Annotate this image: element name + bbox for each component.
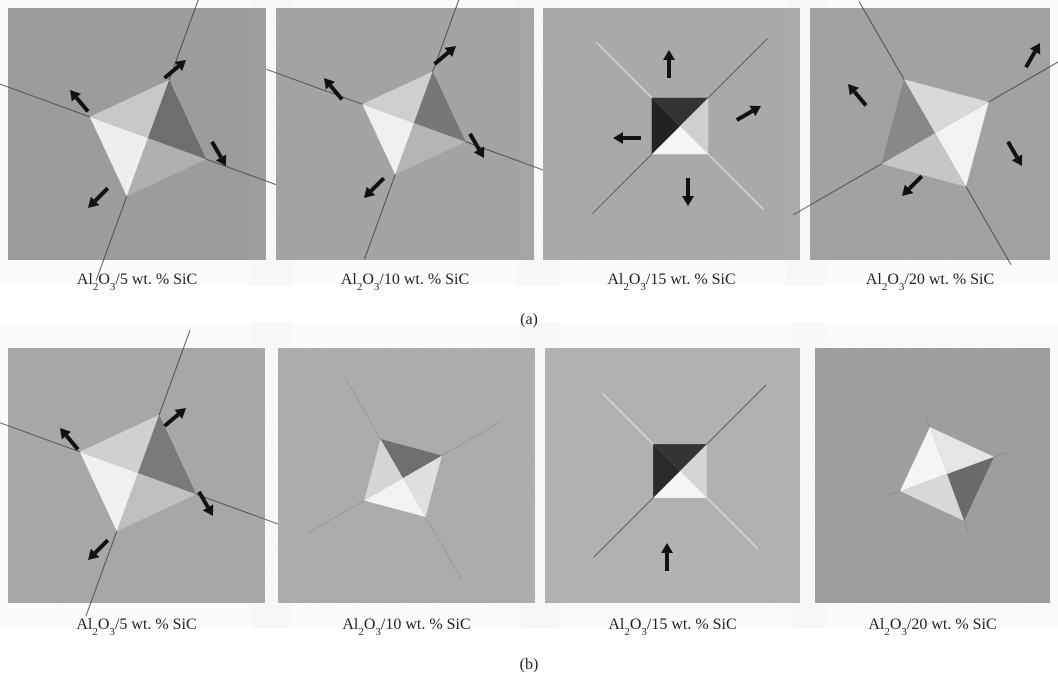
caption-part: Al <box>341 271 358 288</box>
caption: Al2O3/20 wt. % SiC <box>866 271 994 293</box>
subfigure-label: (b) <box>520 656 539 673</box>
caption-part: /15 wt. % SiC <box>646 271 736 288</box>
caption: Al2O3/10 wt. % SiC <box>342 616 470 638</box>
caption-part: /20 wt. % SiC <box>907 616 997 633</box>
caption: Al2O3/20 wt. % SiC <box>868 616 996 638</box>
subfigure-label: (a) <box>520 311 538 328</box>
caption-part: /5 wt. % SiC <box>115 616 197 633</box>
caption-part: /10 wt. % SiC <box>379 271 469 288</box>
caption: Al2O3/15 wt. % SiC <box>607 271 735 293</box>
caption-part: /5 wt. % SiC <box>115 271 197 288</box>
micrograph <box>0 0 305 281</box>
caption-part: O <box>98 271 110 288</box>
caption-part: O <box>630 616 642 633</box>
caption: Al2O3/5 wt. % SiC <box>77 271 197 293</box>
caption-part: O <box>98 616 110 633</box>
caption-part: /15 wt. % SiC <box>647 616 737 633</box>
caption-part: O <box>364 616 376 633</box>
micrograph <box>793 1 1058 264</box>
caption-part: O <box>362 271 374 288</box>
caption: Al2O3/15 wt. % SiC <box>608 616 736 638</box>
micrograph <box>545 348 800 603</box>
micrograph <box>278 348 535 603</box>
caption-part: O <box>629 271 641 288</box>
micrograph <box>543 8 800 260</box>
caption: Al2O3/10 wt. % SiC <box>341 271 469 293</box>
caption-part: Al <box>342 616 359 633</box>
figure: Al2O3/5 wt. % SiC Al2O3/10 wt. % SiC Al2O3… <box>0 0 1058 682</box>
micrograph <box>0 330 289 616</box>
caption-part: /20 wt. % SiC <box>904 271 994 288</box>
caption-part: O <box>890 616 902 633</box>
micrograph <box>815 348 1050 603</box>
caption-part: Al <box>77 271 94 288</box>
caption-part: Al <box>607 271 624 288</box>
caption: Al2O3/5 wt. % SiC <box>76 616 196 638</box>
caption-part: Al <box>76 616 93 633</box>
caption-part: Al <box>608 616 625 633</box>
caption-part: /10 wt. % SiC <box>381 616 471 633</box>
caption-part: Al <box>868 616 885 633</box>
caption-part: O <box>887 271 899 288</box>
micrograph <box>266 0 561 260</box>
caption-part: Al <box>866 271 883 288</box>
